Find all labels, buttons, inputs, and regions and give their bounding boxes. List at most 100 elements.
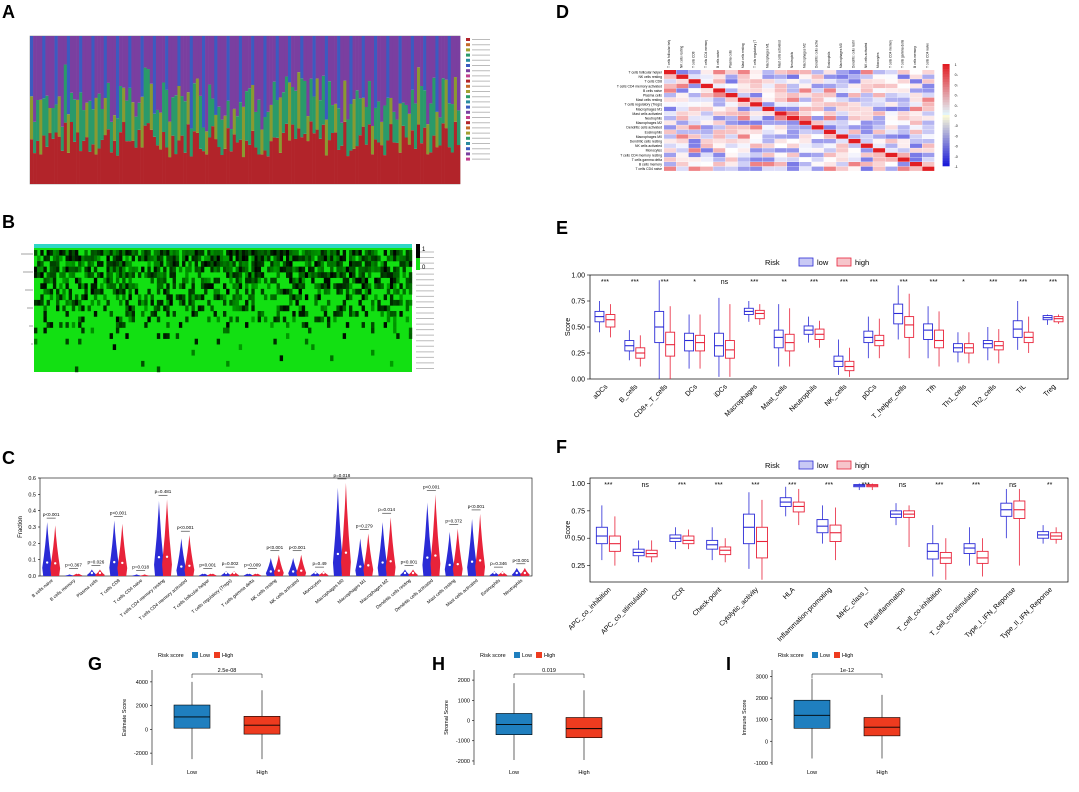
bar-segment-top (116, 36, 120, 119)
correlation-cell (897, 79, 910, 84)
heatmap-cell (377, 255, 381, 262)
heatmap-cell (216, 288, 221, 295)
heatmap-cell (349, 250, 353, 256)
heatmap-cell (128, 316, 132, 323)
row-label: NK cells resting (638, 75, 662, 79)
bar-segment-mid (355, 90, 359, 147)
heatmap-cell (245, 277, 249, 284)
x-tick-label: T cells CD8 (100, 578, 122, 597)
heatmap-cell (298, 305, 302, 312)
bar-segment-low (401, 125, 406, 184)
bar-segment-top (183, 36, 187, 102)
heatmap-cell (194, 266, 198, 273)
heatmap-cell (229, 250, 233, 256)
heatmap-cell (213, 255, 217, 262)
heatmap-cell (361, 322, 365, 328)
heatmap-cell (345, 322, 350, 328)
heatmap-cell (226, 288, 230, 295)
bar-segment-low (76, 132, 80, 184)
heatmap-cell (160, 261, 164, 267)
bar-segment-low (232, 134, 237, 184)
heatmap-cell (56, 299, 60, 306)
bar-segment-top (331, 36, 335, 106)
x-tick-label: Macrophages (724, 383, 759, 418)
heatmap-cell (65, 277, 69, 284)
row-label: Plasma cells (643, 94, 662, 98)
bar-segment-low (281, 132, 286, 184)
heatmap-cell (317, 272, 321, 278)
bar-segment-top (155, 36, 160, 110)
p-value-label: p<0.001 (43, 512, 60, 517)
heatmap-cell (226, 360, 230, 367)
heatmap-cell (279, 288, 284, 295)
heatmap-cell (326, 261, 331, 267)
correlation-cell (737, 70, 750, 75)
bar-segment-top (125, 36, 129, 101)
heatmap-cell (238, 266, 243, 273)
correlation-cell (713, 125, 726, 130)
heatmap-cell (361, 305, 365, 312)
heatmap-cell (320, 316, 324, 323)
heatmap-cell (74, 255, 79, 262)
row-label: Macrophages M1 (636, 107, 662, 111)
heatmap-cell (371, 349, 375, 356)
correlation-cell (922, 143, 935, 148)
row-label: T cells follicular helper (629, 71, 663, 75)
significance-label: ns (1009, 482, 1017, 489)
correlation-cell (664, 139, 676, 144)
legend-tick: 0 (422, 265, 426, 271)
bar-segment-top (309, 36, 313, 79)
correlation-cell (897, 116, 910, 121)
heatmap-cell (235, 316, 239, 323)
heatmap-cell (292, 250, 296, 256)
x-tick-label: T cells CD4 memory resting (119, 578, 166, 618)
heatmap-cell (166, 322, 170, 328)
bar-segment-mid (377, 101, 381, 143)
heatmap-cell (342, 250, 347, 256)
bar-segment-low (248, 144, 252, 184)
correlation-cell (762, 139, 775, 144)
bar-segment-mid (278, 97, 283, 153)
correlation-cell (762, 120, 775, 125)
p-value-label: p=0.372 (445, 519, 462, 524)
bar-segment-low (125, 141, 129, 184)
heatmap-cell (267, 266, 271, 273)
heatmap-cell (153, 272, 158, 278)
heatmap-cell (241, 305, 246, 312)
heatmap-cell (380, 311, 384, 317)
heatmap-cell (68, 299, 72, 306)
legend-swatch (466, 116, 470, 119)
heatmap-cell (279, 250, 284, 256)
correlation-cell (750, 83, 763, 89)
heatmap-cell (251, 272, 255, 278)
y-tick-label: 3000 (756, 674, 768, 680)
heatmap-cell (371, 299, 375, 306)
heatmap-cell (349, 305, 353, 312)
heatmap-cell (267, 283, 271, 290)
heatmap-cell (367, 261, 372, 267)
y-tick-label: 0.1 (28, 558, 36, 564)
correlation-cell (885, 75, 897, 79)
bar-segment-low (119, 132, 123, 184)
heatmap-cell (399, 283, 403, 290)
heatmap-cell (185, 277, 189, 284)
correlation-cell (762, 88, 775, 93)
heatmap-cell (286, 266, 290, 273)
heatmap-cell (241, 266, 246, 273)
correlation-cell (688, 125, 701, 130)
legend-swatch (466, 64, 470, 67)
bar-segment-top (315, 36, 320, 79)
heatmap-cell (160, 255, 164, 262)
correlation-cell (700, 166, 713, 171)
correlation-cell (762, 166, 775, 171)
heatmap-cell (257, 255, 261, 262)
bar-segment-mid (180, 96, 184, 136)
heatmap-cell (207, 255, 211, 262)
heatmap-cell (46, 299, 50, 306)
heatmap-cell (226, 250, 230, 256)
x-tick-label: Eosinophils (480, 577, 502, 596)
heatmap-cell (213, 288, 217, 295)
correlation-cell (676, 139, 689, 144)
p-bracket (811, 673, 883, 678)
heatmap-cell (304, 261, 309, 267)
